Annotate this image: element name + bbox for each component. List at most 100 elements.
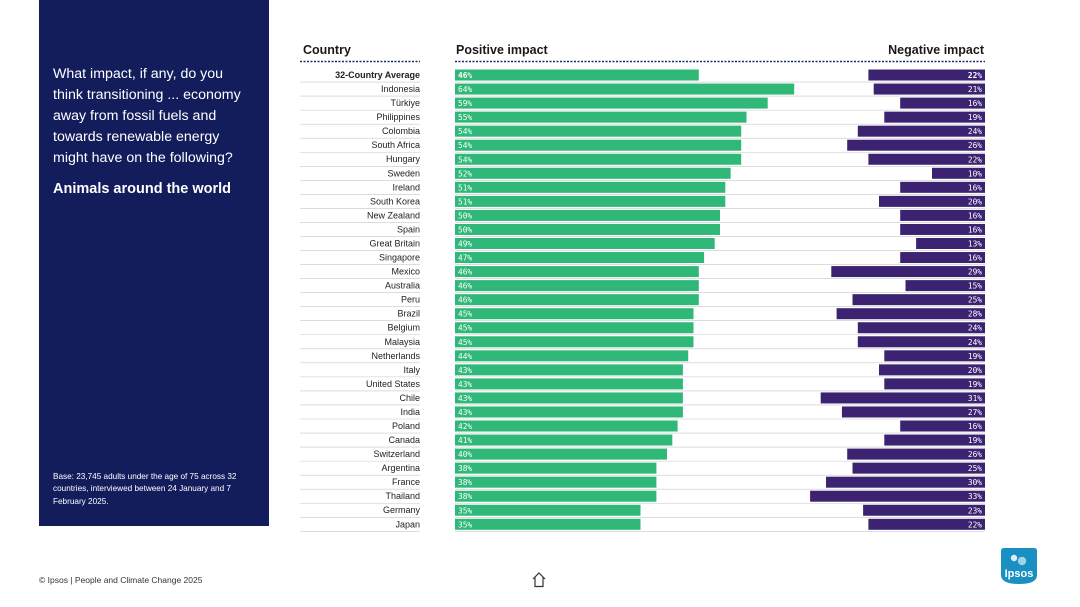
positive-bar <box>455 209 720 221</box>
negative-bar <box>916 238 985 249</box>
negative-value-label: 25% <box>968 464 982 473</box>
negative-value-label: 25% <box>968 296 982 305</box>
country-label: Great Britain <box>369 238 420 248</box>
country-label: Philippines <box>376 112 420 122</box>
negative-value-label: 24% <box>968 338 982 347</box>
positive-bar <box>455 97 768 109</box>
positive-value-label: 46% <box>458 71 472 80</box>
positive-bar <box>455 350 689 362</box>
country-label: Italy <box>403 365 420 375</box>
negative-value-label: 30% <box>968 478 982 487</box>
negative-bar <box>884 350 985 362</box>
negative-value-label: 19% <box>968 436 982 445</box>
negative-bar <box>884 378 985 390</box>
negative-value-label: 22% <box>968 155 982 164</box>
negative-bar <box>900 97 985 109</box>
positive-bar <box>455 504 641 516</box>
negative-bar <box>857 336 985 348</box>
country-label: Switzerland <box>373 449 420 459</box>
country-label: Sweden <box>387 168 420 178</box>
negative-value-label: 16% <box>968 422 982 431</box>
negative-bar <box>857 322 985 334</box>
negative-value-label: 10% <box>968 169 982 178</box>
footer-copyright: © Ipsos | People and Climate Change 2025 <box>39 575 203 585</box>
negative-value-label: 24% <box>968 324 982 333</box>
positive-value-label: 45% <box>458 310 472 319</box>
positive-bar <box>455 434 673 446</box>
country-label: Netherlands <box>371 351 420 361</box>
country-label: India <box>400 407 420 417</box>
positive-value-label: 51% <box>458 183 472 192</box>
country-label: Hungary <box>386 154 421 164</box>
positive-value-label: 38% <box>458 492 472 501</box>
negative-value-label: 20% <box>968 197 982 206</box>
negative-value-label: 19% <box>968 380 982 389</box>
positive-impact-header: Positive impact <box>456 43 548 57</box>
negative-bar <box>868 518 985 530</box>
country-label: Spain <box>397 224 420 234</box>
country-label: Colombia <box>382 126 420 136</box>
positive-bar <box>455 294 699 306</box>
country-label: South Africa <box>371 140 420 150</box>
negative-value-label: 19% <box>968 113 982 122</box>
country-column-header: Country <box>303 43 351 57</box>
negative-value-label: 19% <box>968 352 982 361</box>
negative-value-label: 16% <box>968 99 982 108</box>
positive-value-label: 51% <box>458 197 472 206</box>
negative-value-label: 24% <box>968 127 982 136</box>
negative-value-label: 27% <box>968 408 982 417</box>
positive-value-label: 46% <box>458 268 472 277</box>
positive-value-label: 38% <box>458 464 472 473</box>
positive-value-label: 46% <box>458 282 472 291</box>
negative-bar <box>905 280 985 292</box>
negative-value-label: 31% <box>968 394 982 403</box>
positive-bar <box>455 223 720 235</box>
country-label: Indonesia <box>381 84 420 94</box>
positive-bar <box>455 448 667 460</box>
positive-bar <box>455 181 726 193</box>
negative-value-label: 16% <box>968 211 982 220</box>
country-label: Japan <box>395 519 420 529</box>
positive-value-label: 54% <box>458 141 472 150</box>
country-label: Germany <box>383 505 421 515</box>
positive-value-label: 54% <box>458 155 472 164</box>
negative-bar <box>852 294 985 306</box>
home-icon[interactable] <box>531 571 547 588</box>
question-panel: What impact, if any, do you think transi… <box>39 0 269 526</box>
country-label: Brazil <box>397 309 420 319</box>
country-label: Peru <box>401 295 420 305</box>
positive-value-label: 44% <box>458 352 472 361</box>
positive-value-label: 55% <box>458 113 472 122</box>
positive-value-label: 54% <box>458 127 472 136</box>
chart-subtitle: Animals around the world <box>53 181 232 197</box>
negative-value-label: 15% <box>968 282 982 291</box>
positive-value-label: 45% <box>458 324 472 333</box>
positive-bar <box>455 490 657 502</box>
country-label: Poland <box>392 421 420 431</box>
negative-bar <box>900 420 985 432</box>
country-label: Ireland <box>392 182 420 192</box>
positive-bar <box>455 378 683 390</box>
positive-value-label: 52% <box>458 169 472 178</box>
positive-value-label: 50% <box>458 225 472 234</box>
negative-bar <box>884 434 985 446</box>
positive-bar <box>455 266 699 278</box>
negative-value-label: 16% <box>968 225 982 234</box>
negative-value-label: 28% <box>968 310 982 319</box>
negative-value-label: 26% <box>968 450 982 459</box>
positive-bar <box>455 167 731 179</box>
positive-value-label: 40% <box>458 450 472 459</box>
positive-value-label: 64% <box>458 85 472 94</box>
negative-bar <box>868 69 985 81</box>
positive-bar <box>455 83 795 95</box>
negative-bar <box>900 252 985 264</box>
country-label: Singapore <box>379 253 420 263</box>
negative-value-label: 23% <box>968 506 982 515</box>
negative-bar <box>863 504 985 516</box>
negative-value-label: 13% <box>968 240 982 249</box>
negative-bar <box>847 448 985 460</box>
country-label: Belgium <box>387 323 420 333</box>
positive-value-label: 35% <box>458 520 472 529</box>
positive-bar <box>455 392 683 404</box>
country-label: Argentina <box>381 463 420 473</box>
